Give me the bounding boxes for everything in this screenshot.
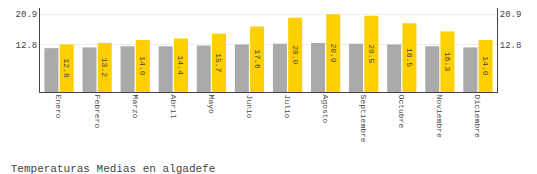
- svg-text:13.2: 13.2: [100, 58, 109, 77]
- svg-text:Abril: Abril: [169, 95, 178, 119]
- svg-text:Mayo: Mayo: [207, 95, 216, 114]
- svg-text:14.0: 14.0: [138, 56, 147, 75]
- svg-text:Junio: Junio: [245, 95, 254, 119]
- svg-text:20.9: 20.9: [500, 10, 522, 20]
- svg-text:20.9: 20.9: [329, 43, 338, 62]
- svg-text:12.8: 12.8: [500, 41, 522, 51]
- svg-text:17.6: 17.6: [253, 50, 262, 69]
- svg-text:Diciembre: Diciembre: [473, 95, 482, 138]
- svg-text:12.8: 12.8: [16, 41, 38, 51]
- svg-text:14.4: 14.4: [176, 56, 185, 75]
- svg-text:Julio: Julio: [283, 95, 292, 119]
- svg-text:15.7: 15.7: [214, 53, 223, 72]
- svg-text:Septiembre: Septiembre: [359, 95, 368, 143]
- svg-text:16.3: 16.3: [443, 52, 452, 71]
- svg-text:Noviembre: Noviembre: [435, 95, 444, 138]
- svg-text:Agosto: Agosto: [321, 95, 330, 124]
- svg-text:18.5: 18.5: [405, 48, 414, 67]
- svg-text:Marzo: Marzo: [131, 95, 140, 119]
- svg-text:14.0: 14.0: [481, 56, 490, 75]
- svg-text:Enero: Enero: [54, 95, 63, 119]
- svg-text:20.0: 20.0: [291, 45, 300, 64]
- svg-text:20.5: 20.5: [367, 44, 376, 63]
- svg-text:Febrero: Febrero: [93, 95, 102, 129]
- svg-text:Octubre: Octubre: [397, 95, 406, 129]
- svg-text:12.8: 12.8: [62, 59, 71, 78]
- svg-text:Temperaturas Medias en algadef: Temperaturas Medias en algadefe: [11, 163, 216, 174]
- svg-text:20.9: 20.9: [16, 10, 38, 20]
